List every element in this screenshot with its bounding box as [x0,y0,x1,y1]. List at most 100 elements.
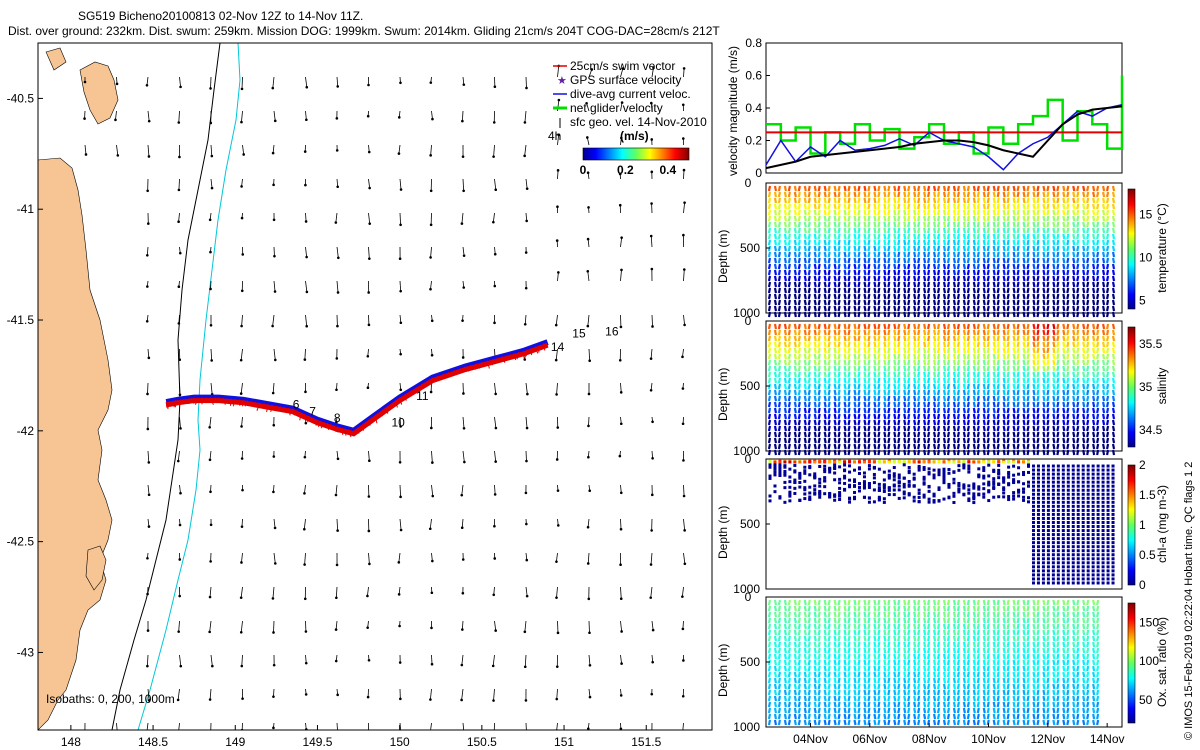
section-ytick-label: 1000 [733,444,760,458]
section-sample [942,311,947,318]
velocity-vector-head [557,271,560,274]
section-sample [1041,500,1045,504]
section-sample [882,460,886,464]
section-sample [1046,431,1050,438]
velocity-vector-head [177,121,181,124]
section-sample [972,203,976,210]
section-sample [996,269,1000,276]
section-sample [882,500,886,504]
section-sample [907,239,911,246]
velocity-vector-head [177,188,181,192]
section-sample [962,329,966,336]
section-sample [1066,581,1070,585]
section-sample [976,359,980,366]
section-sample [1042,257,1046,264]
section-sample [1056,341,1060,348]
velocity-vector-head [397,152,401,155]
section-sample [1072,407,1076,414]
velocity-vector [241,416,243,427]
section-sample [883,359,887,366]
section-sample [847,263,851,270]
section-sample [773,371,778,378]
section-sample [1062,185,1066,192]
section-sample [797,305,801,312]
section-sample [1022,341,1026,348]
section-sample [817,359,821,366]
section-sample [932,329,937,336]
section-sample [773,257,778,264]
velocity-vector-head [618,172,622,176]
section-sample [982,311,986,318]
velocity-vector [305,314,308,327]
section-sample [1076,287,1080,294]
section-sample [913,335,917,342]
section-sample [992,323,996,330]
velocity-vector [620,620,623,632]
section-sample [797,383,801,390]
velocity-vector [303,518,306,530]
section-sample [1091,557,1095,561]
section-sample [1096,449,1100,456]
section-sample [952,227,957,234]
section-sample [1041,480,1045,484]
section-sample [1086,431,1090,438]
section-sample [932,395,937,402]
section-sample [1111,281,1116,288]
velocity-vector [556,688,558,700]
section-sample [887,359,891,366]
section-sample [1056,215,1060,222]
section-sample [778,463,782,467]
section-sample [956,257,960,264]
section-sample [1056,569,1060,573]
velocity-vector [524,110,527,123]
section-sample [1046,287,1050,294]
section-sample [986,299,990,306]
section-sample [923,335,927,342]
velocity-vector [494,382,497,394]
section-sample [923,329,927,336]
section-sample [807,245,811,252]
velocity-vector-head [335,596,338,600]
section-sample [847,437,851,444]
section-sample [862,475,866,479]
section-sample [927,257,931,264]
section-sample [1017,466,1021,470]
section-sample [1002,311,1006,318]
section-sample [923,341,927,348]
velocity-vector-head [272,631,275,634]
section-sample [972,215,976,222]
section-sample [863,323,867,330]
section-sample [932,449,937,456]
section-sample [1062,443,1066,450]
section-sample [907,275,911,282]
section-sample [767,293,772,300]
section-sample [956,203,960,210]
section-sample [827,209,831,216]
section-sample [1072,257,1076,264]
section-sample [1041,541,1045,545]
section-sample [877,293,881,300]
section-sample [927,389,931,396]
section-sample [1062,215,1066,222]
section-sample [1036,281,1040,288]
section-sample [982,449,986,456]
section-sample [838,498,842,502]
section-sample [1032,281,1036,288]
section-sample [976,245,980,252]
section-sample [1105,305,1110,312]
swim-vector [226,398,230,405]
section-sample [986,389,990,396]
section-sample [1052,263,1056,270]
section-sample [1012,389,1016,396]
section-sample [946,287,951,294]
section-sample [897,323,901,330]
section-sample [892,466,896,470]
section-sample [1056,203,1060,210]
section-sample [917,371,921,378]
day-label: 7 [309,404,316,418]
velocity-vector-head [713,594,716,597]
section-sample [913,215,917,222]
velocity-vector-head [304,693,308,696]
section-sample [1062,269,1066,276]
section-sample [1016,233,1020,240]
